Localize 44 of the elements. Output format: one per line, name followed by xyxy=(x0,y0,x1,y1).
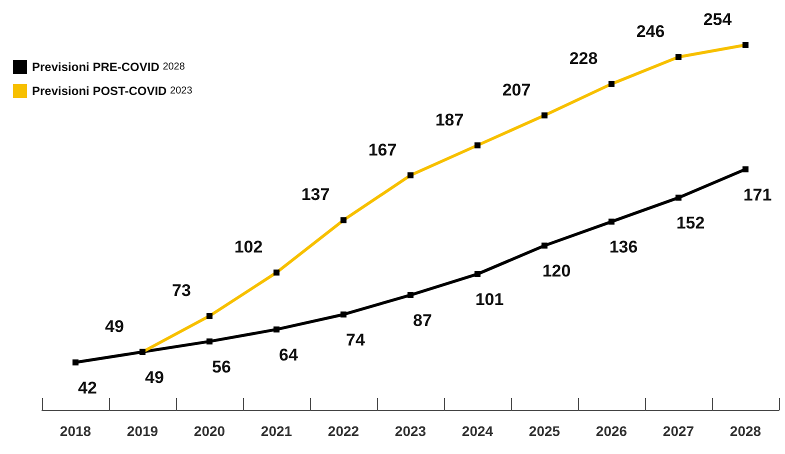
data-label: 137 xyxy=(301,185,330,204)
data-label: 228 xyxy=(569,48,598,68)
x-tick-label: 2027 xyxy=(662,423,694,439)
x-tick-label: 2023 xyxy=(394,423,426,439)
data-label: 171 xyxy=(743,185,772,204)
data-label: 254 xyxy=(703,10,732,29)
legend-label: Previsioni POST-COVID 2023 xyxy=(32,84,193,98)
point xyxy=(742,166,748,172)
point xyxy=(72,359,78,366)
point xyxy=(340,311,346,318)
point xyxy=(408,292,414,298)
data-label: 101 xyxy=(475,290,504,310)
x-tick-label: 2025 xyxy=(528,423,560,439)
point xyxy=(206,338,212,344)
data-label: 87 xyxy=(413,311,432,330)
x-tick-label: 2021 xyxy=(260,423,292,439)
x-tick-label: 2019 xyxy=(126,423,158,439)
point xyxy=(608,218,614,225)
point xyxy=(474,271,480,278)
data-label: 64 xyxy=(279,345,298,364)
data-label: 167 xyxy=(368,140,397,160)
data-label: 120 xyxy=(542,262,571,281)
data-label: 74 xyxy=(346,330,366,350)
x-tick-label: 2028 xyxy=(730,423,762,439)
data-label: 207 xyxy=(502,80,531,100)
data-label: 42 xyxy=(78,378,97,398)
x-tick-label: 2022 xyxy=(328,423,360,439)
data-label: 49 xyxy=(145,368,164,387)
x-tick-label: 2020 xyxy=(194,423,226,439)
data-label: 152 xyxy=(676,214,705,233)
point xyxy=(542,242,548,249)
x-tick-label: 2018 xyxy=(60,423,92,439)
data-label: 49 xyxy=(105,316,124,336)
point xyxy=(676,194,682,201)
data-label: 102 xyxy=(234,238,263,257)
legend-label: Previsioni PRE-COVID 2028 xyxy=(32,60,186,74)
data-label: 246 xyxy=(636,22,665,41)
data-label: 187 xyxy=(435,110,464,130)
data-label: 73 xyxy=(172,280,191,300)
x-tick-label: 2024 xyxy=(462,423,494,439)
data-label: 56 xyxy=(212,357,231,376)
point xyxy=(274,326,280,332)
data-label: 136 xyxy=(609,238,638,257)
x-tick-label: 2026 xyxy=(596,423,628,439)
